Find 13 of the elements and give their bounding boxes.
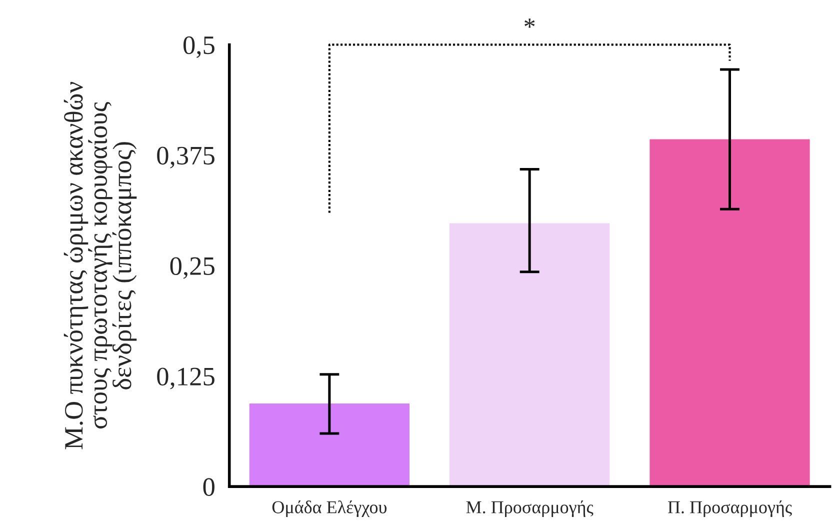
y-tick-label: 0,375 xyxy=(157,146,214,168)
bar xyxy=(249,403,410,487)
text: * xyxy=(524,18,535,28)
y-axis-title: Μ.Ο πυκνότητας ώριμων ακανθών στους πρωτοταγής κορυφαίους δενδρίτες (ιππόκαμπος) xyxy=(64,82,137,450)
x-tick-label: Π. Προσαρμογής xyxy=(668,500,792,518)
y-tick-label: 0,25 xyxy=(170,257,214,279)
bar xyxy=(450,223,610,487)
y-tick-label: 0 xyxy=(203,478,214,496)
x-tick-label: Μ. Προσαρμογής xyxy=(466,500,594,518)
x-tick-label: Ομάδα Ελέγχου xyxy=(272,500,387,518)
bar xyxy=(650,139,810,487)
y-tick-label: 0,5 xyxy=(183,36,214,58)
y-tick-label: 0,125 xyxy=(157,368,214,390)
